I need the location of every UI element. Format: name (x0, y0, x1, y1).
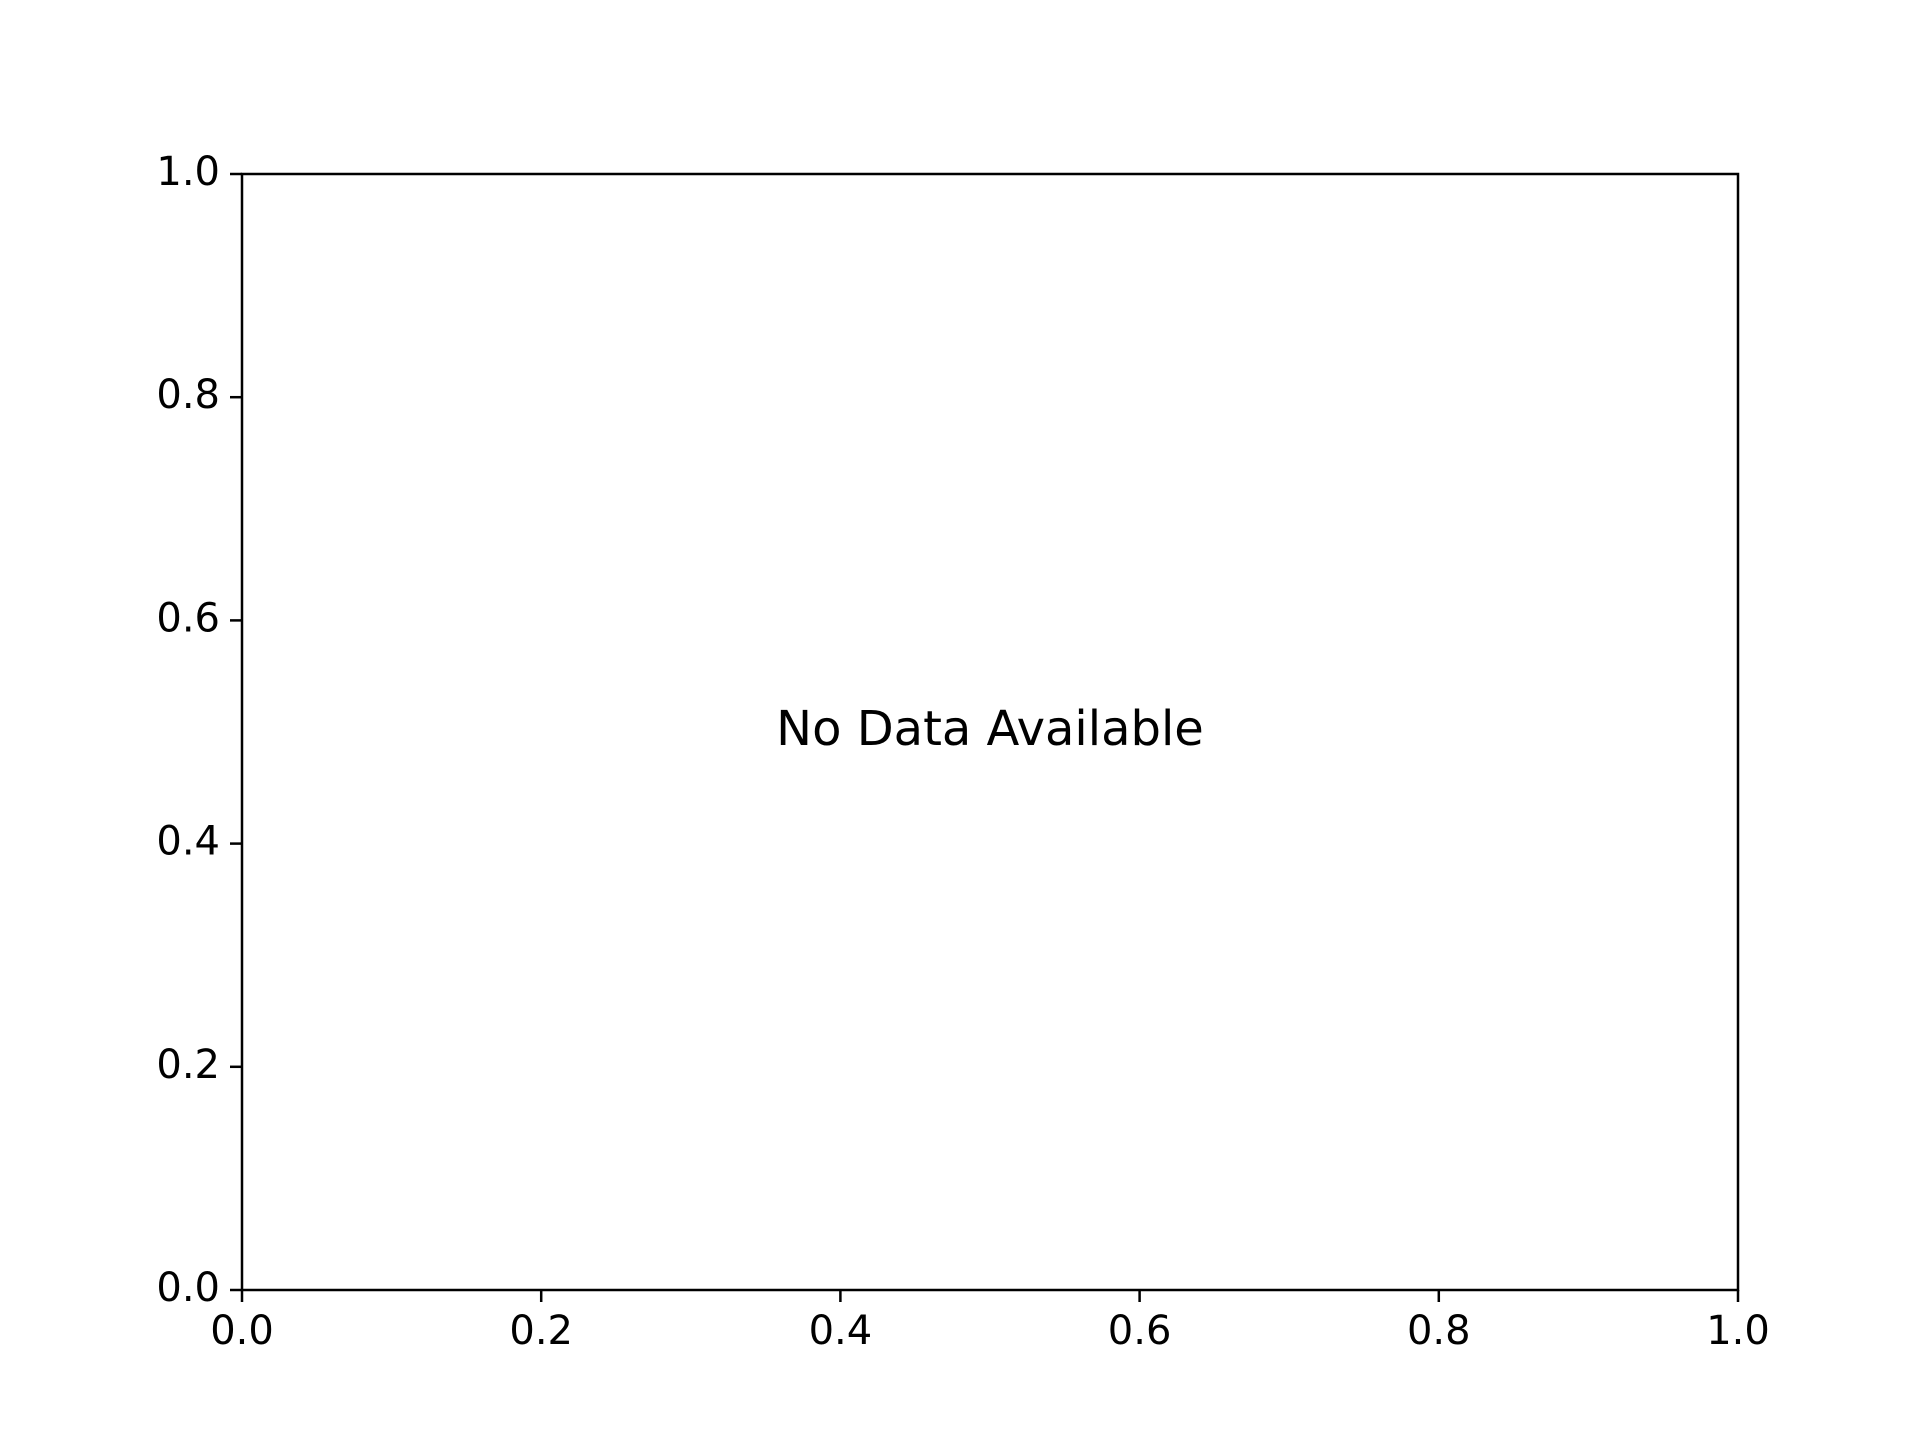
x-tick-label: 1.0 (1706, 1308, 1770, 1354)
x-axis: 0.0 0.2 0.4 0.6 0.8 1.0 (210, 1290, 1770, 1354)
y-tick-label: 1.0 (156, 149, 220, 195)
y-axis: 0.0 0.2 0.4 0.6 0.8 1.0 (156, 149, 242, 1311)
y-tick-label: 0.2 (156, 1042, 220, 1088)
x-tick-label: 0.0 (210, 1308, 274, 1354)
y-tick-label: 0.6 (156, 595, 220, 641)
y-tick-label: 0.4 (156, 819, 220, 865)
y-tick-label: 0.8 (156, 372, 220, 418)
x-tick-label: 0.4 (809, 1308, 873, 1354)
axes-frame (240, 172, 1740, 1292)
x-tick-label: 0.8 (1407, 1308, 1471, 1354)
plot-area: 0.0 0.2 0.4 0.6 0.8 1.0 0.0 0.2 0.4 0.6 0.8 1.0 No… (156, 149, 1769, 1354)
x-tick-label: 0.6 (1108, 1308, 1172, 1354)
x-tick-label: 0.2 (509, 1308, 573, 1354)
y-tick-label: 0.0 (156, 1265, 220, 1311)
no-data-annotation: No Data Available (776, 701, 1204, 757)
